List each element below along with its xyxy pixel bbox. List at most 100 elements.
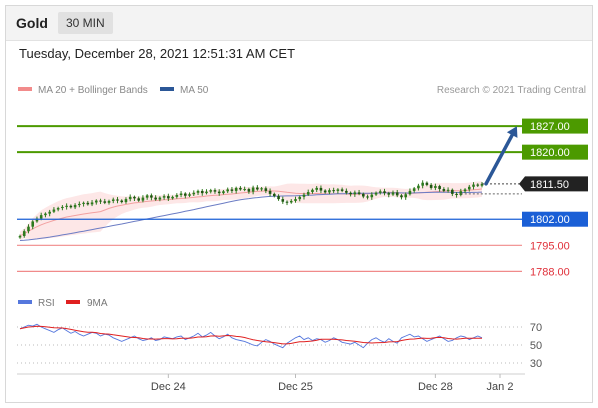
lower-level-label: 1795.00 bbox=[530, 240, 570, 252]
candle bbox=[417, 185, 420, 189]
candle bbox=[323, 190, 327, 193]
rsi-axis-tick: 50 bbox=[530, 340, 542, 352]
candle bbox=[78, 203, 81, 206]
candle bbox=[65, 205, 68, 207]
candle bbox=[22, 231, 26, 236]
candle bbox=[442, 189, 446, 191]
candle bbox=[328, 190, 331, 193]
candle bbox=[467, 186, 471, 190]
candle bbox=[268, 190, 272, 194]
candle bbox=[434, 186, 437, 188]
candle bbox=[158, 197, 162, 200]
candle bbox=[192, 192, 196, 195]
chart-header: Gold 30 MIN bbox=[6, 6, 592, 41]
candle bbox=[124, 199, 128, 203]
candle bbox=[175, 195, 179, 197]
candle bbox=[387, 193, 391, 195]
candle bbox=[459, 191, 463, 195]
candle bbox=[154, 197, 157, 200]
candle bbox=[315, 187, 318, 190]
candle bbox=[205, 191, 208, 194]
candle bbox=[451, 189, 454, 194]
candle bbox=[39, 215, 43, 219]
candle bbox=[256, 187, 259, 190]
candle bbox=[289, 200, 293, 203]
candle bbox=[285, 201, 289, 203]
ma50-line bbox=[19, 191, 483, 241]
x-axis-tick-label: Dec 24 bbox=[151, 381, 186, 393]
candle bbox=[311, 189, 314, 193]
candle bbox=[239, 187, 242, 190]
timeframe-button[interactable]: 30 MIN bbox=[58, 12, 113, 34]
candle bbox=[264, 188, 268, 191]
candle bbox=[167, 196, 170, 199]
candle bbox=[472, 184, 475, 187]
candle bbox=[349, 192, 352, 195]
candle bbox=[412, 188, 416, 191]
candle bbox=[234, 187, 238, 191]
candle bbox=[150, 195, 153, 198]
candle bbox=[340, 189, 344, 191]
instrument-title: Gold bbox=[16, 15, 48, 31]
rsi-axis-tick: 30 bbox=[530, 358, 542, 370]
rsi-ma-legend-swatch bbox=[66, 300, 80, 304]
candle bbox=[302, 194, 306, 197]
candle bbox=[226, 189, 229, 192]
ma50-legend-label: MA 50 bbox=[180, 85, 209, 96]
candle bbox=[99, 200, 102, 202]
resistance-label: 1820.00 bbox=[530, 147, 570, 159]
candle bbox=[370, 194, 374, 198]
rsi-ma-line bbox=[19, 325, 483, 345]
candle bbox=[56, 208, 60, 210]
candle bbox=[213, 190, 217, 192]
candle bbox=[141, 197, 145, 201]
resistance-label: 1827.00 bbox=[530, 121, 570, 133]
candle bbox=[357, 192, 361, 194]
ma-bb-legend-swatch bbox=[18, 87, 32, 91]
candle bbox=[345, 190, 348, 193]
candle bbox=[18, 235, 22, 238]
candle bbox=[188, 194, 191, 196]
candle bbox=[421, 182, 424, 186]
candle bbox=[200, 190, 204, 194]
candle bbox=[404, 194, 408, 198]
candle bbox=[476, 184, 480, 186]
candle bbox=[103, 201, 107, 203]
candle bbox=[128, 196, 132, 200]
candle bbox=[69, 205, 73, 208]
candle bbox=[217, 191, 221, 194]
candle bbox=[133, 196, 136, 199]
candle bbox=[120, 200, 124, 203]
resistance-label-box bbox=[522, 118, 588, 134]
candle bbox=[362, 193, 365, 197]
candle bbox=[243, 189, 246, 191]
support-label: 1802.00 bbox=[530, 214, 570, 226]
candle bbox=[31, 221, 35, 227]
candle bbox=[277, 196, 280, 200]
bollinger-band bbox=[20, 181, 482, 241]
candle bbox=[366, 196, 369, 198]
lower-level-label: 1788.00 bbox=[530, 266, 570, 278]
candle bbox=[273, 193, 276, 197]
candle bbox=[94, 200, 98, 203]
candle bbox=[52, 209, 56, 212]
candle bbox=[247, 189, 251, 192]
timestamp: Tuesday, December 28, 2021 12:51:31 AM C… bbox=[19, 46, 296, 61]
candle bbox=[455, 193, 458, 195]
candle bbox=[298, 196, 302, 200]
candle bbox=[35, 218, 39, 222]
candle bbox=[319, 187, 323, 191]
candle bbox=[116, 199, 119, 201]
candle bbox=[332, 190, 335, 192]
last-price-label: 1811.50 bbox=[530, 179, 569, 191]
candle bbox=[306, 192, 310, 195]
candle bbox=[111, 199, 115, 201]
candle bbox=[429, 184, 433, 188]
ma-bb-legend-label: MA 20 + Bollinger Bands bbox=[38, 85, 148, 96]
x-axis-tick-label: Dec 25 bbox=[278, 381, 313, 393]
candle bbox=[90, 202, 94, 205]
rsi-legend-swatch bbox=[18, 300, 32, 304]
rsi-legend-label: RSI bbox=[38, 298, 55, 309]
candle bbox=[137, 198, 140, 201]
